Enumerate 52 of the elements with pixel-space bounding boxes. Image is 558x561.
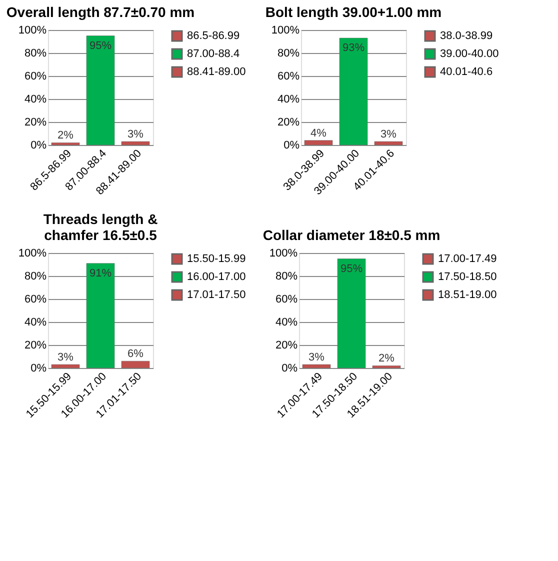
y-tick-label: 80% [24,48,47,60]
legend-label: 15.50-15.99 [187,253,246,265]
y-tick-label: 40% [24,94,47,106]
y-tick-label: 80% [275,270,298,282]
data-label: 93% [342,42,365,54]
y-tick-label: 60% [275,294,298,306]
data-label: 3% [380,128,397,141]
y-tick-label: 20% [24,116,47,128]
y-tick-label: 100% [269,248,298,260]
y-tick-label: 0% [30,140,47,152]
data-label: 91% [89,267,112,280]
y-tick-label: 40% [277,94,300,106]
data-label: 2% [58,130,74,142]
legend-label: 38.0-38.99 [440,30,493,42]
y-tick-label: 20% [275,340,298,352]
chart-title: Bolt length 39.00+1.00 mm [265,4,442,20]
y-tick-label: 60% [24,70,47,82]
data-label: 3% [128,128,144,141]
chart-title: Threads length & chamfer 16.5±0.5 [43,211,158,243]
legend-label: 86.5-86.99 [187,30,240,42]
data-label: 6% [128,348,144,360]
y-tick-label: 40% [275,316,298,328]
data-label: 3% [308,352,325,364]
data-label: 95% [89,40,112,52]
y-tick-label: 0% [282,362,298,374]
y-tick-label: 60% [24,294,47,306]
y-tick-label: 100% [18,24,47,36]
y-tick-label: 100% [271,24,300,36]
y-tick-label: 80% [277,48,300,60]
y-tick-label: 0% [30,362,47,374]
legend-label: 40.01-40.6 [440,66,493,78]
legend-label: 87.00-88.4 [187,48,240,60]
y-tick-label: 40% [24,316,47,328]
legend-label: 17.01-17.50 [187,289,246,301]
y-tick-label: 20% [277,116,300,128]
legend-label: 17.00-17.49 [438,253,497,265]
legend-label: 16.00-17.00 [187,271,246,283]
legend-label: 88.41-89.00 [187,66,246,78]
chart-title: Collar diameter 18±0.5 mm [262,227,440,243]
y-tick-label: 80% [24,270,47,282]
data-label: 2% [378,352,395,365]
data-label: 3% [58,352,74,364]
y-tick-label: 100% [18,248,47,260]
y-tick-label: 20% [24,340,47,352]
legend-label: 17.50-18.50 [438,271,497,283]
data-label: 95% [340,262,363,275]
data-label: 4% [310,127,327,140]
y-tick-label: 60% [277,70,300,82]
legend-label: 18.51-19.00 [438,289,497,301]
legend-label: 39.00-40.00 [440,48,499,60]
y-tick-label: 0% [284,140,300,152]
chart-title: Overall length 87.7±0.70 mm [6,4,195,20]
